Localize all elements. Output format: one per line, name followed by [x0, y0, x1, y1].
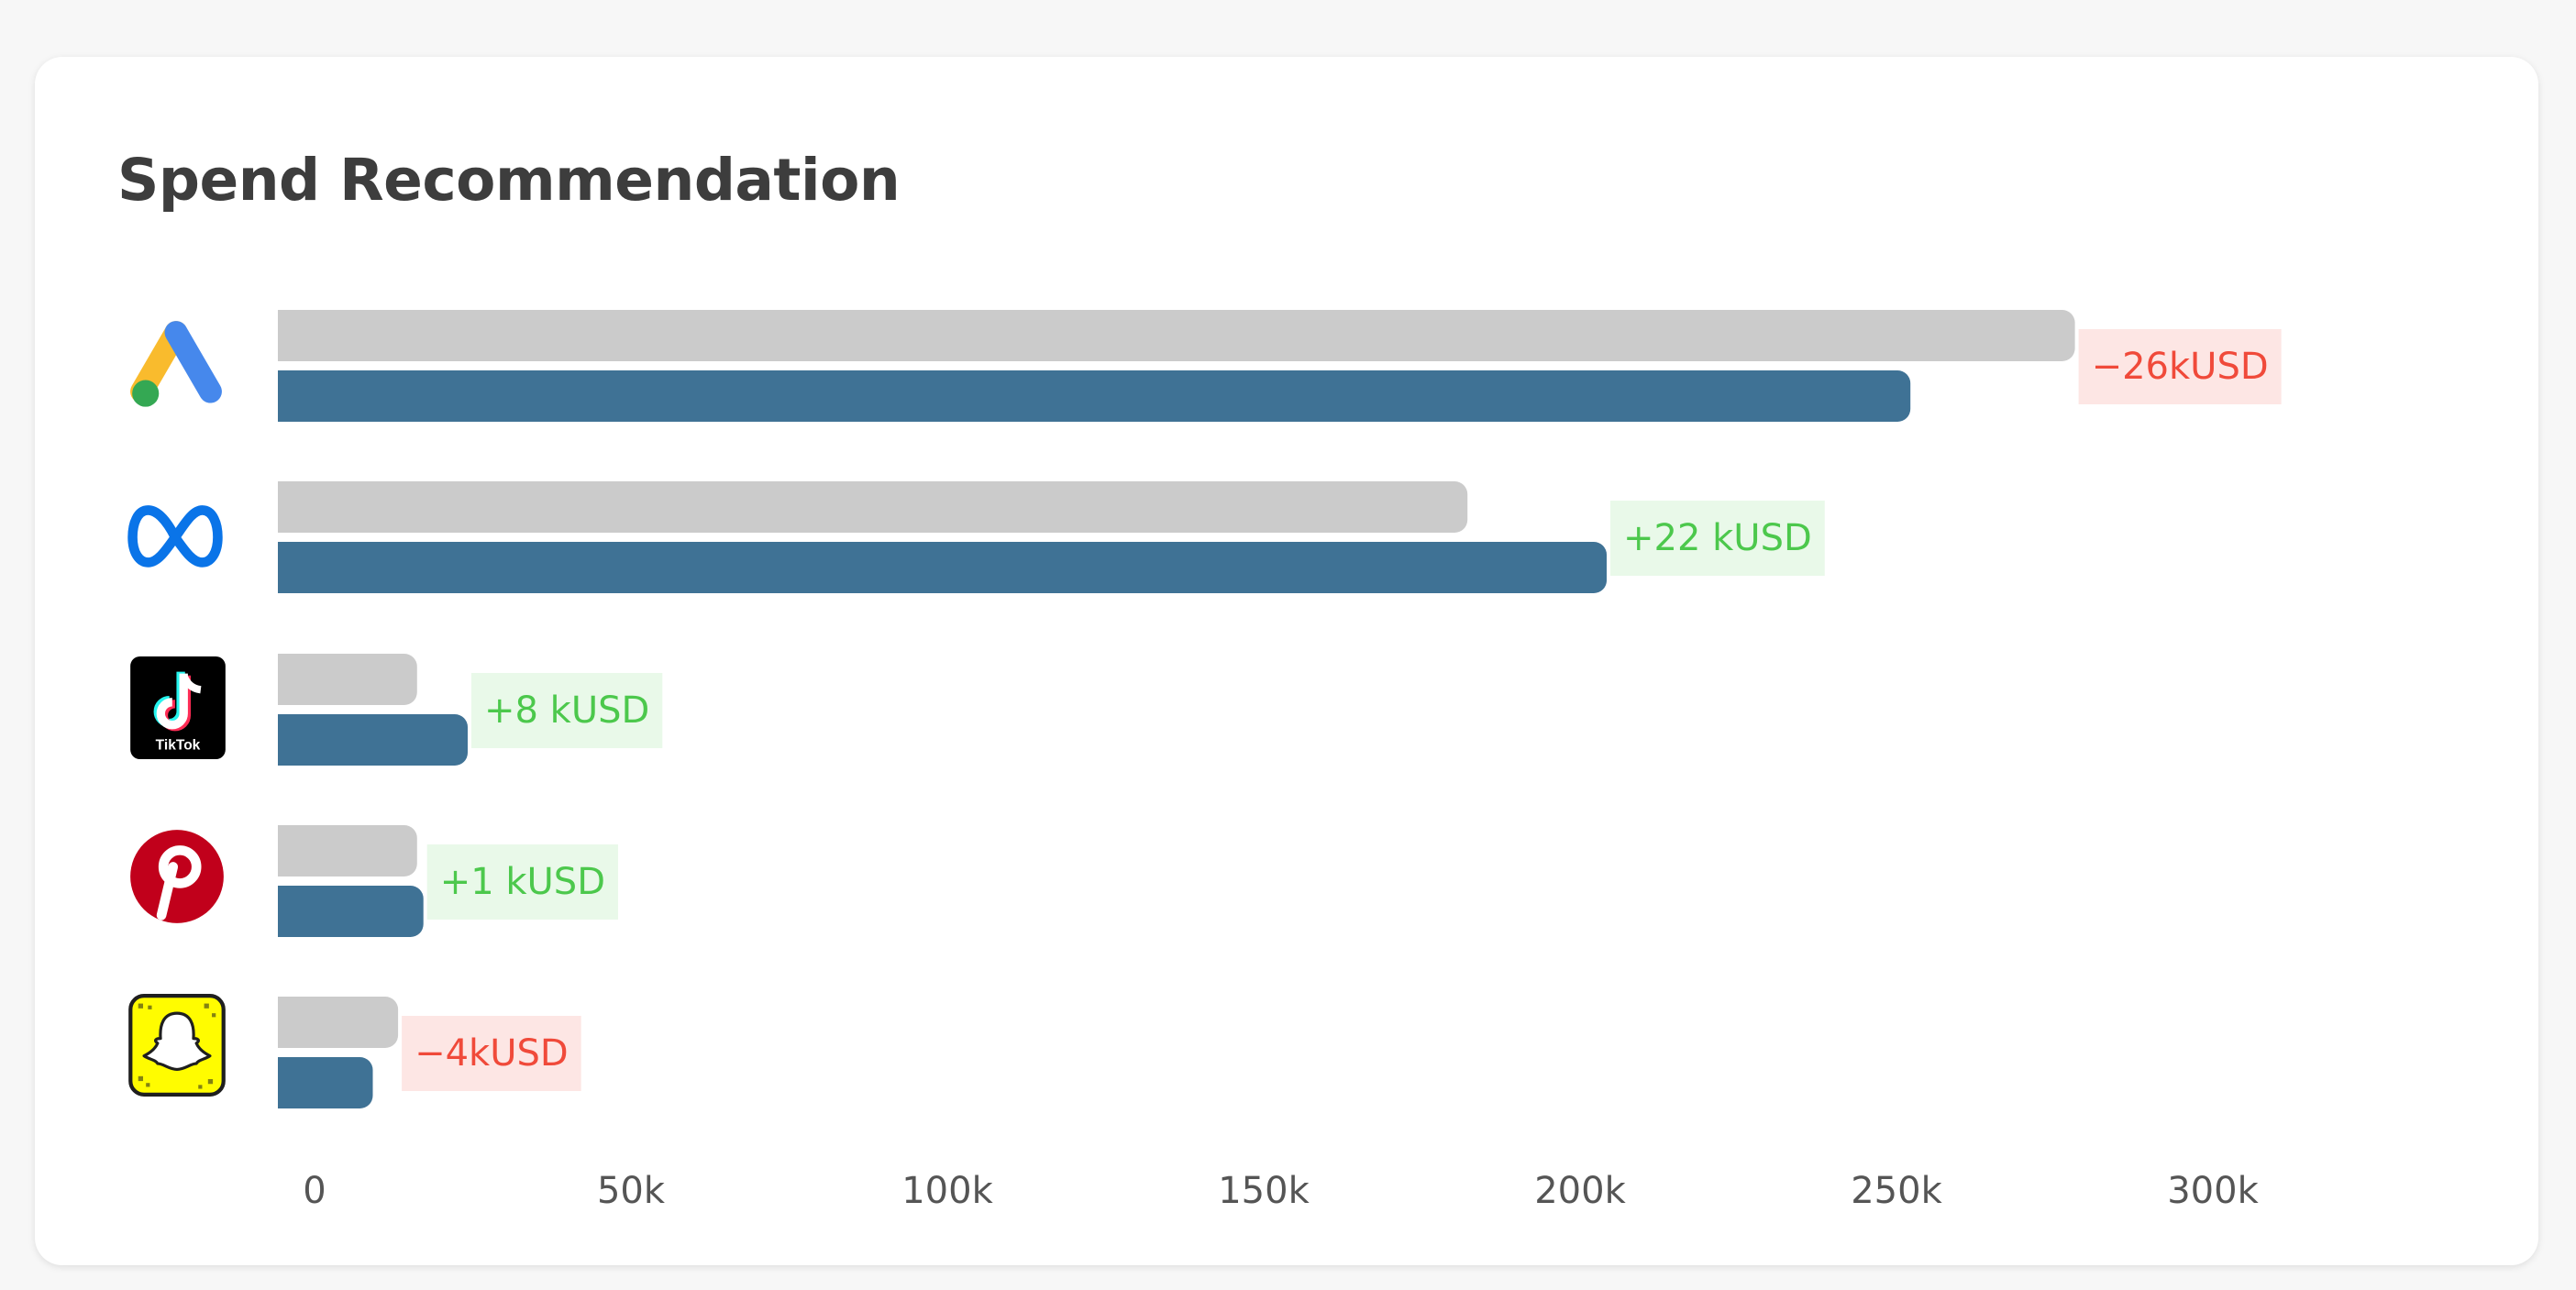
change-label: +22 kUSD	[1610, 501, 1825, 576]
change-label-text: +8 kUSD	[484, 689, 649, 732]
change-label-text: +1 kUSD	[440, 861, 605, 903]
x-tick-label: 0	[303, 1170, 326, 1212]
current-spend-bar	[278, 825, 417, 877]
recommended-spend-bar	[278, 1057, 373, 1108]
current-spend-bar	[278, 997, 399, 1048]
meta-icon	[127, 505, 223, 568]
chart-title: Spend Recommendation	[117, 147, 901, 214]
change-label: +1 kUSD	[426, 844, 619, 920]
pinterest-icon	[130, 830, 224, 923]
recommended-spend-bar	[278, 542, 1607, 593]
x-tick-label: 200k	[1534, 1170, 1626, 1212]
change-label-text: +22 kUSD	[1623, 517, 1812, 559]
change-label-background	[426, 844, 619, 920]
recommended-spend-bar	[278, 886, 424, 937]
recommended-spend-bar	[278, 370, 1911, 422]
change-label-background	[2078, 329, 2282, 404]
tiktok-wordmark: TikTok	[156, 738, 201, 754]
change-label-background	[471, 673, 663, 748]
change-label: +8 kUSD	[471, 673, 663, 748]
change-label: −4kUSD	[402, 1016, 581, 1091]
change-label: −26kUSD	[2078, 329, 2282, 404]
current-spend-bar	[278, 310, 2075, 361]
x-tick-label: 50k	[597, 1170, 666, 1212]
x-tick-label: 250k	[1851, 1170, 1942, 1212]
change-label-background	[1610, 501, 1825, 576]
snapchat-icon	[128, 994, 226, 1097]
tiktok-icon: TikTok	[130, 656, 226, 759]
google-ads-icon	[130, 321, 222, 407]
change-label-text: −26kUSD	[2092, 346, 2269, 388]
x-tick-label: 300k	[2167, 1170, 2259, 1212]
change-label-text: −4kUSD	[415, 1032, 569, 1075]
change-label-background	[402, 1016, 581, 1091]
recommended-spend-bar	[278, 714, 468, 766]
x-tick-label: 100k	[901, 1170, 993, 1212]
current-spend-bar	[278, 481, 1468, 533]
x-tick-label: 150k	[1218, 1170, 1310, 1212]
current-spend-bar	[278, 654, 417, 705]
